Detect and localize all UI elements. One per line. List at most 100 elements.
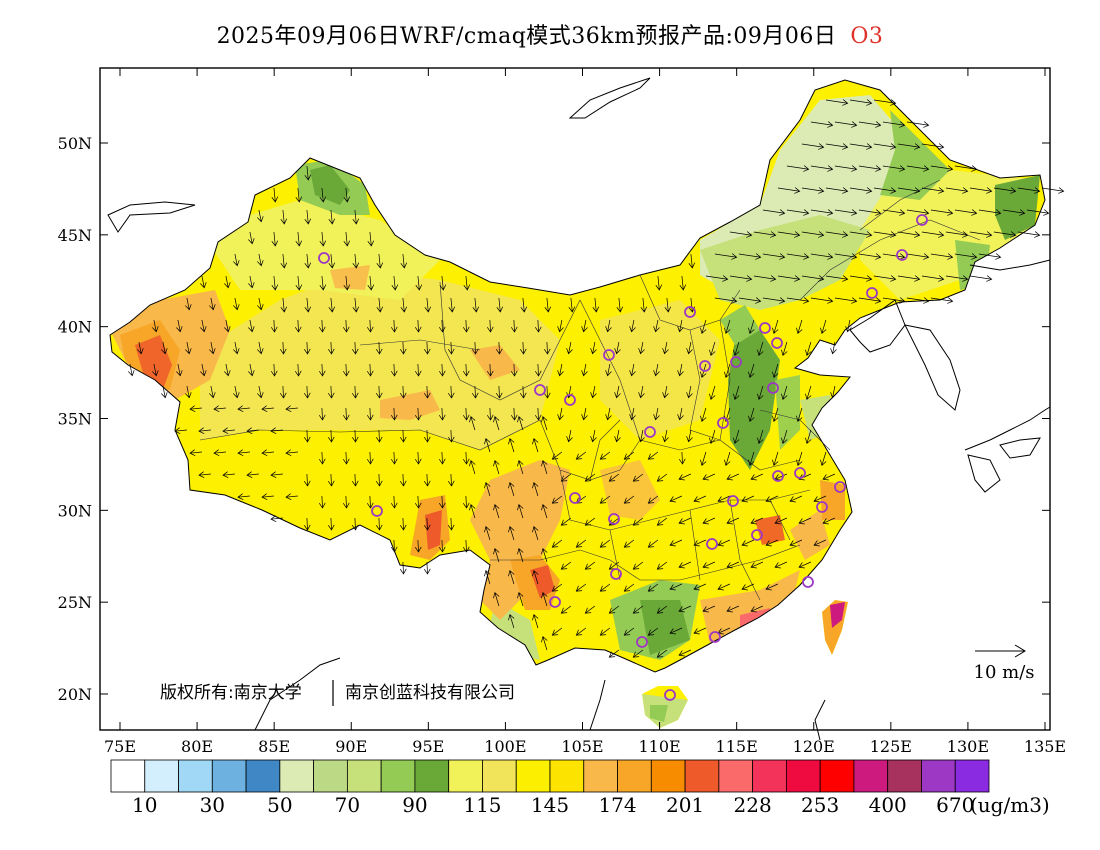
wind-arrow (632, 649, 644, 658)
wind-arrow (605, 407, 612, 421)
wind-arrow (733, 429, 740, 445)
wind-arrow (656, 605, 668, 614)
wind-arrow (825, 143, 849, 150)
wind-arrow (693, 627, 707, 635)
wind-arrow (534, 363, 542, 377)
wind-arrow (318, 495, 326, 509)
lon-tick-label: 85E (258, 737, 290, 756)
wind-arrow (327, 473, 335, 487)
wind-arrow (978, 209, 1002, 216)
colorbar-labels: 10 30 50 70 90 115 145 174 201 228 253 400 670 (132, 793, 974, 817)
wind-arrow (508, 569, 515, 585)
wind-arrow (906, 121, 930, 128)
wind-arrow (750, 517, 764, 525)
wind-arrow (224, 319, 231, 333)
wind-arrow (469, 459, 476, 475)
wind-arrow (608, 649, 620, 658)
colorbar-swatch (650, 759, 686, 793)
title-text: 2025年09月06日WRF/cmaq模式36km预报产品:09月06日 (216, 24, 837, 49)
copyright-part1: 版权所有:南京大学 (160, 683, 302, 703)
lon-tick-label: 125E (870, 737, 912, 756)
wind-arrow (257, 253, 264, 267)
wind-arrow (375, 429, 383, 443)
wind-arrow (656, 473, 668, 482)
wind-arrow (777, 187, 801, 194)
wind-arrow (638, 429, 645, 443)
station-marker (371, 505, 383, 517)
wind-arrow (294, 319, 302, 333)
wind-arrow (638, 385, 645, 399)
wind-arrow (1026, 209, 1050, 216)
wind-arrow (796, 319, 803, 335)
wind-arrow (551, 495, 563, 504)
colorbar-label: 201 (666, 793, 704, 817)
colorbar-swatch (819, 759, 855, 793)
wind-arrow (541, 459, 548, 475)
wind-arrow (798, 517, 812, 525)
wind-arrow (677, 363, 684, 377)
station-marker (751, 529, 763, 541)
colorbar-swatch (684, 759, 720, 793)
wind-arrow (669, 539, 683, 547)
wind-arrow (702, 561, 716, 569)
wind-arrow (399, 561, 407, 575)
wind-arrow (343, 275, 351, 291)
wind-arrow (608, 561, 620, 570)
wind-arrow (653, 319, 660, 333)
station-marker (636, 636, 648, 648)
wind-arrow (717, 583, 731, 591)
wind-arrow (237, 449, 250, 456)
wind-arrow (789, 495, 803, 503)
wind-arrow (656, 561, 668, 570)
wind-arrow (424, 297, 432, 313)
wind-arrow (319, 275, 327, 291)
wind-arrow (678, 517, 692, 525)
wind-arrow (213, 405, 226, 412)
wind-arrow (233, 297, 240, 311)
wind-arrow (566, 429, 573, 443)
wind-arrow (801, 143, 825, 150)
wind-arrow (517, 415, 524, 431)
wind-arrow (534, 407, 542, 421)
wind-arrow (209, 385, 216, 399)
wind-arrow (532, 569, 539, 585)
wind-arrow (486, 363, 494, 377)
wind-arrow (614, 341, 621, 355)
map-frame (99, 67, 1051, 731)
wind-arrow (200, 319, 207, 333)
wind-arrow (447, 385, 455, 399)
wind-arrow (414, 407, 422, 421)
wind-arrow (161, 385, 168, 399)
wind-arrow (757, 341, 764, 357)
wind-arrow (686, 341, 693, 355)
wind-arrow (352, 297, 360, 313)
wind-arrow (1017, 231, 1041, 238)
wind-arrow (584, 517, 596, 526)
wind-arrow (858, 121, 882, 128)
wind-arrow (921, 143, 945, 150)
wind-arrow (198, 471, 211, 478)
wind-arrow (285, 405, 298, 412)
wind-arrow (318, 363, 326, 377)
map-title: 2025年09月06日WRF/cmaq模式36km预报产品:09月06日 O3 (0, 18, 1100, 50)
wind-arrow (825, 187, 849, 194)
wind-arrow (849, 99, 873, 106)
station-marker (730, 356, 742, 368)
wind-arrow (560, 517, 572, 526)
wind-arrow (343, 231, 351, 247)
wind-arrow (897, 231, 921, 238)
wind-arrow (930, 297, 954, 304)
wind-arrow (873, 99, 897, 106)
china-boundary (109, 79, 1046, 673)
wind-arrow (517, 547, 524, 563)
wind-arrow (834, 165, 858, 172)
wind-arrow (328, 209, 336, 225)
wind-arrow (575, 627, 587, 636)
wind-arrow (700, 407, 707, 423)
wind-arrow (801, 187, 825, 194)
wind-arrow (825, 99, 849, 106)
wind-arrow (647, 451, 659, 460)
wind-arrow (1002, 209, 1026, 216)
wind-arrow (551, 627, 563, 636)
wind-arrow (438, 319, 446, 333)
